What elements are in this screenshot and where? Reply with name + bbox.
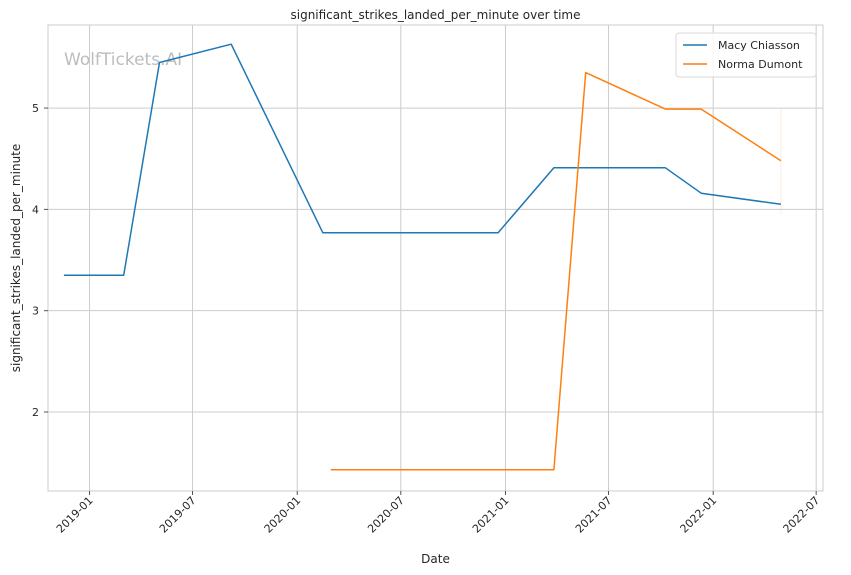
x-tick-label: 2022-07 [781,494,823,536]
x-tick-label: 2021-07 [573,494,615,536]
y-tick-label: 5 [32,102,39,115]
x-tick-label: 2019-07 [157,494,199,536]
y-axis-label: significant_strikes_landed_per_minute [9,144,23,373]
series-line-1 [330,71,782,471]
series-lines [63,43,782,471]
legend: Macy Chiasson Norma Dumont [675,32,817,78]
x-tick-label: 2022-01 [678,494,720,536]
legend-label-1: Norma Dumont [718,58,803,71]
legend-box [675,32,817,78]
watermark: WolfTickets.AI [64,50,182,70]
series-line-0 [63,43,782,276]
legend-label-0: Macy Chiasson [718,39,800,52]
x-tick-label: 2020-07 [365,494,407,536]
x-tick-label: 2020-01 [262,494,304,536]
x-axis-label: Date [421,552,450,566]
y-tick-labels: 2 3 4 5 [32,102,48,419]
y-tick-label: 2 [32,406,39,419]
chart-title: significant_strikes_landed_per_minute ov… [290,8,580,22]
plot-frame [47,24,824,492]
x-tick-label: 2019-01 [54,494,96,536]
x-tick-label: 2021-01 [470,494,512,536]
x-tick-labels: 2019-01 2019-07 2020-01 2020-07 2021-01 2021-… [54,491,822,536]
y-tick-label: 3 [32,305,39,318]
y-tick-label: 4 [32,203,39,216]
grid [48,25,823,491]
